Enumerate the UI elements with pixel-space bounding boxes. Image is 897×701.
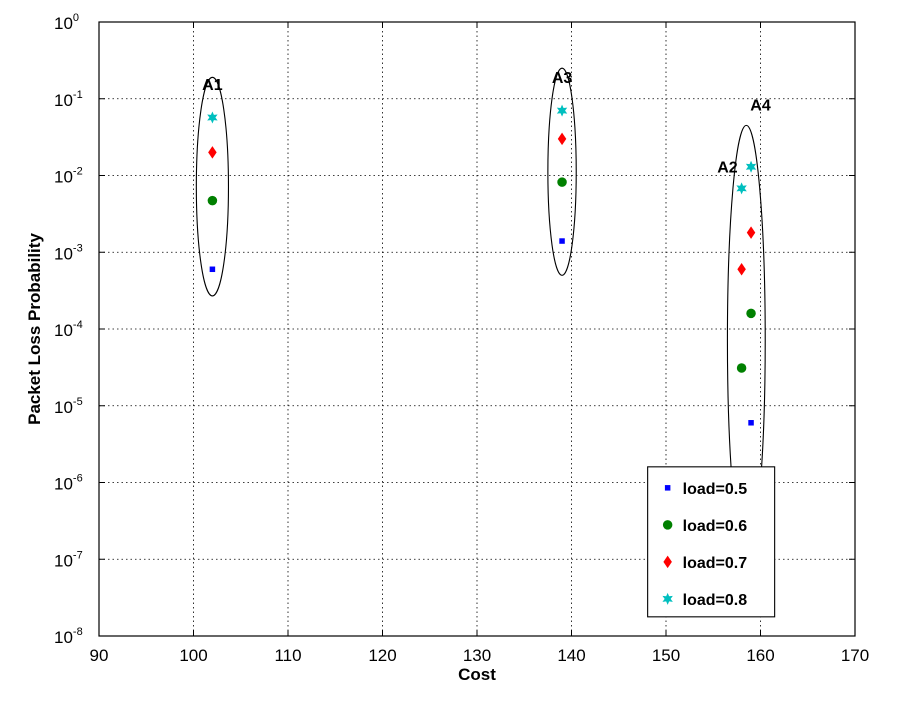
- legend-entry: load=0.6: [683, 518, 748, 535]
- legend-entry: load=0.5: [683, 481, 748, 498]
- x-tick-label: 120: [368, 646, 396, 665]
- plot-frame: [98, 21, 856, 637]
- y-tick-label: 10-6: [54, 473, 83, 494]
- y-tick-label: 10-1: [54, 89, 83, 110]
- y-axis-title: Packet Loss Probability: [25, 233, 44, 425]
- x-tick-label: 90: [90, 646, 109, 665]
- legend-entry: load=0.7: [683, 555, 748, 572]
- x-tick-label: 150: [652, 646, 680, 665]
- y-tick-label: 10-2: [54, 166, 83, 187]
- y-tick-label: 100: [54, 12, 79, 33]
- data-point: [557, 177, 567, 187]
- cluster-label: A2: [717, 159, 738, 176]
- legend-marker: [662, 520, 673, 530]
- cluster-label: A1: [202, 77, 223, 94]
- data-point: [736, 363, 747, 373]
- cluster-ellipse: [547, 67, 577, 276]
- data-point: [207, 111, 218, 124]
- legend-box: [647, 466, 776, 618]
- data-point: [736, 182, 747, 195]
- data-point: [557, 132, 567, 146]
- legend-marker: [662, 592, 673, 605]
- x-tick-label: 170: [841, 646, 869, 665]
- y-tick-label: 10-8: [54, 626, 83, 647]
- axis-ticks: 90 100 110 120 130 140 150 160 170 100 10-1 10-2 10-…: [54, 12, 869, 665]
- data-point: [208, 146, 217, 159]
- cluster-labels: A1 A3 A2 A4: [202, 70, 771, 176]
- data-point: [209, 266, 216, 273]
- data-point: [748, 420, 754, 426]
- x-tick-label: 140: [557, 646, 585, 665]
- y-tick-label: 10-3: [54, 242, 83, 263]
- cluster-label: A3: [552, 70, 573, 87]
- y-tick-label: 10-4: [54, 319, 83, 340]
- cluster-label: A4: [750, 98, 771, 115]
- data-point: [556, 104, 568, 117]
- x-axis-title: Cost: [458, 665, 496, 684]
- x-tick-label: 110: [274, 646, 301, 665]
- data-point: [746, 226, 756, 239]
- data-point: [745, 160, 757, 173]
- legend: load=0.5 load=0.6 load=0.7 load=0.8: [647, 466, 776, 618]
- cluster-ellipse: [195, 76, 230, 297]
- x-tick-label: 100: [179, 646, 207, 665]
- data-point: [559, 238, 565, 244]
- x-tick-label: 160: [746, 646, 774, 665]
- y-tick-label: 10-5: [54, 396, 83, 417]
- data-point: [737, 263, 746, 276]
- legend-marker: [664, 485, 671, 491]
- data-points: [207, 104, 757, 509]
- data-point: [207, 195, 218, 206]
- data-point: [746, 308, 756, 319]
- y-tick-label: 10-7: [54, 549, 83, 570]
- x-tick-label: 130: [463, 646, 491, 665]
- legend-entry: load=0.8: [683, 592, 748, 609]
- legend-marker: [663, 555, 672, 569]
